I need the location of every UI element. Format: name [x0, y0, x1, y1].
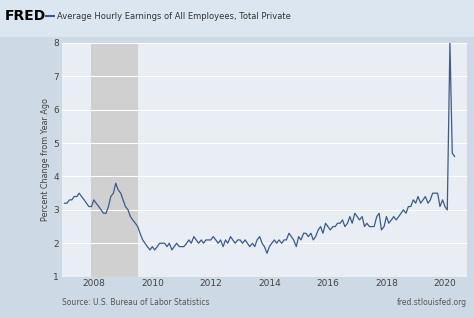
Text: Average Hourly Earnings of All Employees, Total Private: Average Hourly Earnings of All Employees…	[57, 12, 291, 21]
Text: FRED: FRED	[5, 10, 46, 24]
Text: Source: U.S. Bureau of Labor Statistics: Source: U.S. Bureau of Labor Statistics	[62, 298, 209, 307]
Bar	[91, 43, 138, 277]
Y-axis label: Percent Change from Year Ago: Percent Change from Year Ago	[41, 98, 50, 221]
Text: fred.stlouisfed.org: fred.stlouisfed.org	[397, 298, 467, 307]
